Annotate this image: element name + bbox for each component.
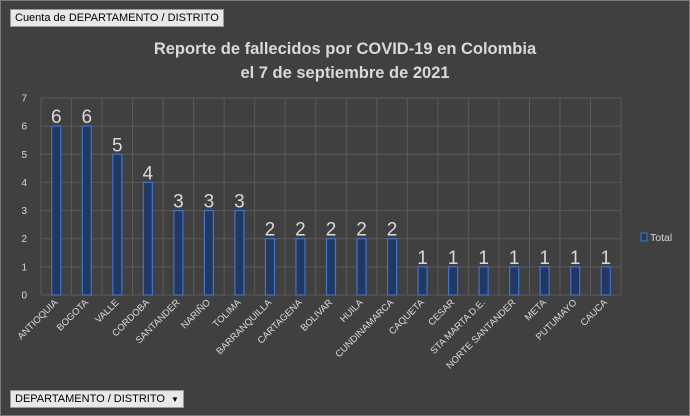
bar[interactable] — [264, 238, 276, 296]
x-tick-label: BOGOTA — [55, 297, 91, 333]
data-label: 6 — [51, 107, 62, 128]
bar[interactable] — [539, 266, 550, 296]
data-label: 2 — [387, 220, 398, 241]
data-label: 4 — [143, 163, 154, 184]
bar[interactable] — [234, 209, 245, 296]
data-label: 3 — [204, 192, 215, 213]
bar[interactable] — [600, 266, 611, 296]
bar[interactable] — [142, 181, 153, 296]
x-tick-label: VALLE — [93, 297, 121, 325]
x-tick-label: BARRANQUILLA — [214, 297, 274, 357]
data-label: 1 — [478, 248, 489, 269]
data-label: 2 — [295, 220, 306, 241]
bar[interactable] — [570, 266, 581, 296]
value-field-button[interactable]: Cuenta de DEPARTAMENTO / DISTRITO — [10, 9, 224, 27]
bar[interactable] — [386, 238, 398, 296]
y-tick-label: 5 — [21, 150, 27, 161]
bar[interactable] — [417, 266, 428, 296]
value-field-label: Cuenta de DEPARTAMENTO / DISTRITO — [15, 12, 219, 24]
data-label: 6 — [82, 107, 93, 128]
bar[interactable] — [203, 209, 214, 296]
gridlines — [40, 97, 622, 296]
bar[interactable] — [51, 125, 62, 296]
data-label: 2 — [326, 220, 337, 241]
x-tick-label: META — [523, 297, 549, 323]
x-tick-label: CAUCA — [579, 297, 611, 329]
legend-swatch — [640, 232, 648, 242]
bar[interactable] — [509, 266, 520, 296]
y-tick-label: 6 — [21, 122, 27, 133]
chart-title-line: Reporte de fallecidos por COVID-19 en Co… — [154, 40, 537, 58]
y-tick-label: 1 — [21, 262, 27, 273]
y-tick-label: 7 — [21, 94, 27, 105]
x-tick-label: NARIÑO — [179, 297, 213, 331]
y-tick-label: 2 — [21, 234, 27, 245]
data-label: 1 — [417, 248, 428, 269]
bar[interactable] — [356, 238, 367, 296]
x-tick-label: HUILA — [338, 297, 366, 325]
bar[interactable] — [295, 238, 306, 296]
y-axis-ticks: 0 1 2 3 4 5 6 7 — [21, 94, 27, 302]
bar[interactable] — [325, 238, 337, 296]
data-label: 2 — [356, 220, 367, 241]
dropdown-arrow-icon[interactable]: ▼ — [170, 395, 179, 404]
data-label: 1 — [600, 248, 611, 269]
legend: Total — [640, 232, 672, 244]
data-label: 5 — [112, 135, 123, 156]
y-tick-label: 4 — [21, 178, 27, 189]
bars — [51, 125, 611, 296]
bar[interactable] — [81, 125, 92, 296]
y-tick-label: 3 — [21, 206, 27, 217]
chart-title: Reporte de fallecidos por COVID-19 en Co… — [154, 40, 537, 82]
bar[interactable] — [173, 209, 184, 296]
data-label: 1 — [570, 248, 581, 269]
data-label: 1 — [509, 248, 520, 269]
bar[interactable] — [478, 266, 489, 296]
data-label: 2 — [265, 220, 276, 241]
chart-title-line: el 7 de septiembre de 2021 — [240, 64, 449, 82]
data-label: 3 — [234, 192, 245, 213]
x-tick-label: STA MARTA D.E. — [428, 297, 487, 356]
x-tick-label: ANTIOQUIA — [16, 297, 61, 342]
x-tick-label: BOLIVAR — [299, 297, 335, 333]
data-label: 1 — [448, 248, 459, 269]
y-tick-label: 0 — [21, 291, 27, 302]
axis-field-label: DEPARTAMENTO / DISTRITO — [15, 393, 165, 405]
bar[interactable] — [448, 266, 459, 296]
legend-entry-label: Total — [650, 232, 672, 244]
bar[interactable] — [112, 153, 123, 296]
data-label: 3 — [173, 192, 184, 213]
data-label: 1 — [539, 248, 550, 269]
axis-field-button[interactable]: DEPARTAMENTO / DISTRITO ▼ — [10, 390, 184, 408]
